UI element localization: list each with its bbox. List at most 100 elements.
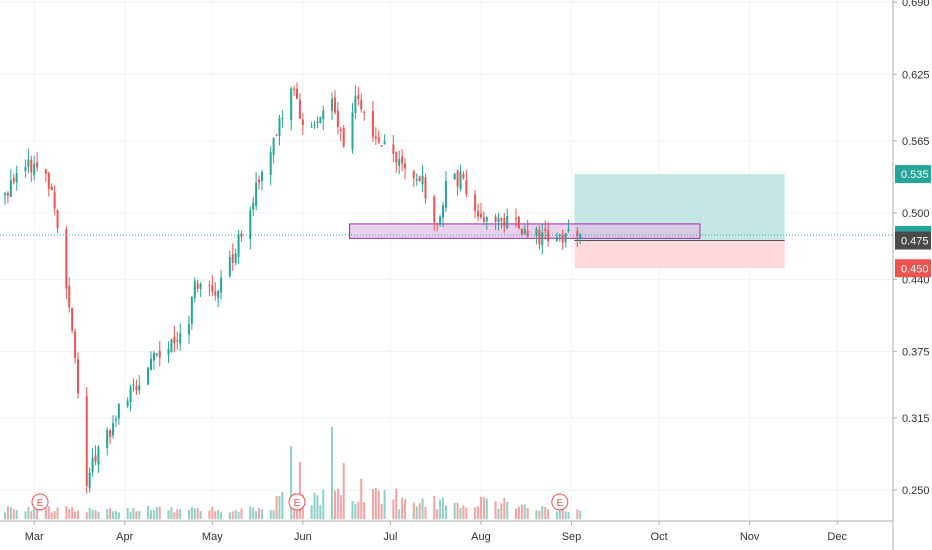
earnings-marker-label: E xyxy=(37,498,44,509)
candle-body xyxy=(135,385,138,391)
candle-body xyxy=(71,308,74,331)
volume-bar xyxy=(33,506,36,519)
candle-body xyxy=(339,129,342,132)
candle-body xyxy=(234,253,237,264)
candle-body xyxy=(322,110,325,120)
candle-body xyxy=(240,233,243,238)
volume-bar xyxy=(173,512,176,519)
candle-body xyxy=(36,162,39,168)
volume-bar xyxy=(371,489,374,519)
candle-body xyxy=(310,126,313,128)
volume-bar xyxy=(211,506,214,519)
candle-body xyxy=(453,173,456,180)
candle-body xyxy=(290,88,293,121)
volume-bar xyxy=(558,508,561,519)
earnings-marker-label: E xyxy=(556,498,563,509)
time-tick-label: Aug xyxy=(471,531,491,543)
volume-bar xyxy=(234,509,237,519)
candle-body xyxy=(439,216,442,224)
volume-layer xyxy=(4,426,582,519)
volume-bar xyxy=(112,511,115,519)
candle-body xyxy=(12,177,15,182)
volume-bar xyxy=(91,509,94,519)
volume-bar xyxy=(47,506,50,519)
volume-bar xyxy=(474,507,477,519)
candle-body xyxy=(173,336,176,344)
volume-bar xyxy=(260,509,263,519)
volume-bar xyxy=(217,510,220,519)
volume-bar xyxy=(404,499,407,519)
candle-body xyxy=(412,171,415,179)
candle-body xyxy=(371,110,374,137)
volume-bar xyxy=(354,504,357,519)
volume-bar xyxy=(310,505,313,519)
candle-body xyxy=(126,400,129,406)
volume-bar xyxy=(74,511,77,519)
candle-body xyxy=(114,418,117,421)
volume-bar xyxy=(50,512,53,519)
candle-body xyxy=(482,217,485,222)
volume-bar xyxy=(333,490,336,519)
candle-body xyxy=(336,110,339,127)
candle-body xyxy=(383,141,386,145)
candle-body xyxy=(33,163,36,176)
candle-body xyxy=(357,95,360,99)
volume-bar xyxy=(436,509,439,519)
candle-body xyxy=(47,172,50,189)
time-tick-label: Oct xyxy=(651,531,668,543)
volume-bar xyxy=(535,510,538,519)
volume-bar xyxy=(275,495,278,519)
price-tag-label: 0.450 xyxy=(901,263,929,275)
price-tick-label: 0.565 xyxy=(902,136,930,148)
volume-bar xyxy=(380,503,383,519)
volume-bar xyxy=(477,506,480,519)
price-tick-label: 0.625 xyxy=(902,69,930,81)
volume-bar xyxy=(158,506,161,519)
volume-bar xyxy=(500,503,503,519)
volume-bar xyxy=(418,503,421,519)
volume-bar xyxy=(36,507,39,519)
candle-body xyxy=(68,286,71,308)
volume-bar xyxy=(567,512,570,519)
volume-bar xyxy=(269,509,272,519)
volume-bar xyxy=(421,498,424,519)
volume-bar xyxy=(433,495,436,519)
time-tick-label: Mar xyxy=(25,531,44,543)
volume-bar xyxy=(138,511,141,519)
candle-body xyxy=(465,180,468,195)
candle-body xyxy=(436,223,439,225)
candle-body xyxy=(147,367,150,385)
price-tick-label: 0.375 xyxy=(902,346,930,358)
candle-body xyxy=(281,117,284,119)
candle-body xyxy=(319,117,322,123)
candle-body xyxy=(442,205,444,218)
candle-body xyxy=(88,472,91,488)
price-tag xyxy=(895,259,931,278)
candle-body xyxy=(193,281,196,299)
candle-body xyxy=(418,176,421,182)
volume-bar xyxy=(12,509,15,519)
candle-body xyxy=(74,331,77,358)
candle-body xyxy=(217,290,220,299)
candle-body xyxy=(231,253,234,263)
volume-bar xyxy=(199,511,202,519)
volume-bar xyxy=(336,488,339,519)
candle-body xyxy=(479,213,482,218)
volume-bar xyxy=(339,494,342,519)
candle-body xyxy=(523,228,526,234)
volume-bar xyxy=(196,508,199,519)
volume-bar xyxy=(497,508,500,519)
volume-bar xyxy=(357,501,360,519)
candle-body xyxy=(363,112,366,114)
volume-bar xyxy=(220,512,223,519)
time-tick-label: May xyxy=(202,531,223,543)
volume-bar xyxy=(322,489,325,519)
candle-body xyxy=(272,137,275,155)
volume-bar xyxy=(517,506,520,519)
volume-bar xyxy=(401,497,404,519)
volume-bar xyxy=(155,507,158,519)
volume-bar xyxy=(114,511,117,519)
volume-bar xyxy=(520,504,523,519)
